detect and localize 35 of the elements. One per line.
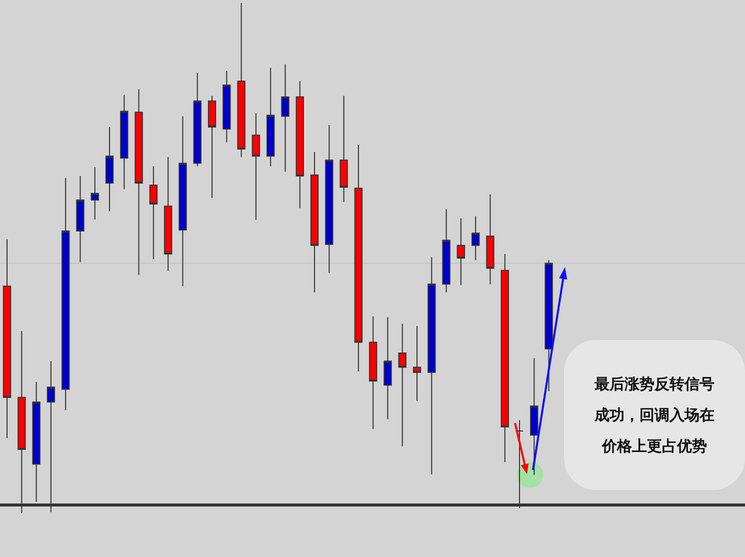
candlestick: [281, 64, 290, 172]
candlestick: [428, 256, 436, 475]
candlestick: [164, 156, 172, 272]
candlestick: [296, 80, 304, 209]
candlestick: [208, 95, 216, 198]
candlestick: [310, 152, 319, 293]
candlestick: [105, 126, 114, 212]
candlestick: [90, 166, 99, 220]
candlestick: [500, 254, 509, 463]
candlestick: [369, 316, 378, 430]
candlestick: [398, 323, 406, 447]
candlestick: [149, 166, 158, 260]
candlestick: [442, 208, 450, 293]
candlestick: [237, 2, 246, 158]
candlestick: [530, 358, 538, 476]
candlestick: [266, 67, 275, 167]
candlestick: [325, 124, 334, 274]
candlestick: [486, 194, 494, 285]
text: 最后涨势反转信号成功，回调入场在价格上更占优势: [593, 374, 716, 456]
candlestick: [471, 216, 480, 261]
candlestick: [384, 316, 392, 420]
candlestick: [76, 175, 84, 263]
candlestick: [456, 218, 466, 286]
candlestick: [544, 260, 553, 392]
candlestick: [193, 72, 202, 167]
candlestick: [354, 144, 363, 372]
candlestick: [134, 88, 143, 276]
candlestick: [222, 70, 231, 143]
candlestick: [178, 116, 187, 287]
candlestick: [340, 95, 348, 202]
candlestick: [252, 112, 260, 220]
candlestick: [2, 238, 12, 439]
candlestick: [412, 325, 422, 402]
candlestick: [62, 178, 70, 411]
candlestick: [120, 94, 128, 190]
